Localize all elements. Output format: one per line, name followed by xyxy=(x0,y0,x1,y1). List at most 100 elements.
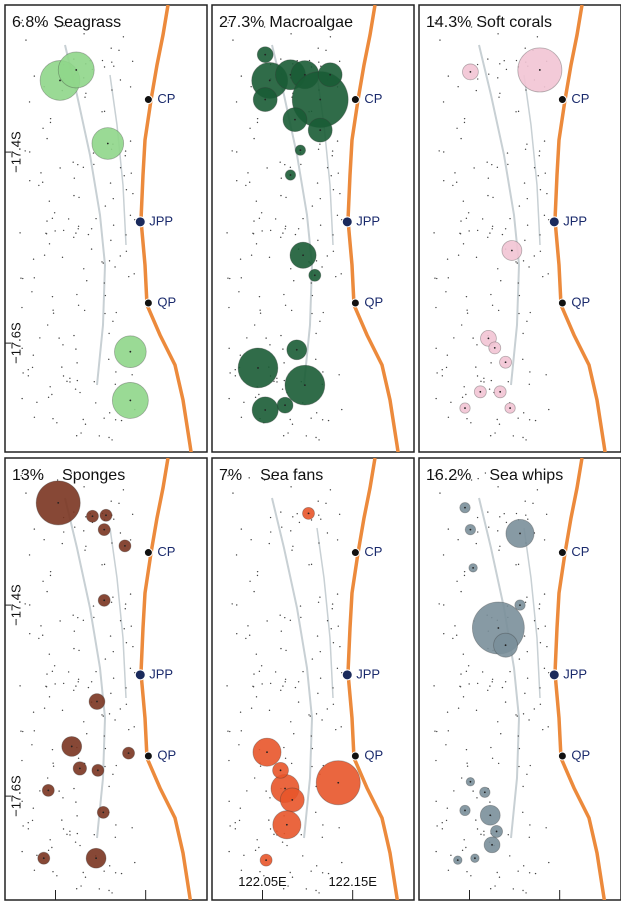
survey-site xyxy=(338,513,341,516)
survey-site xyxy=(42,580,44,583)
survey-site xyxy=(229,277,231,280)
survey-site xyxy=(434,730,436,732)
survey-site xyxy=(63,477,65,480)
survey-site xyxy=(311,205,314,207)
survey-site xyxy=(247,172,249,174)
survey-site xyxy=(104,658,107,660)
survey-site xyxy=(235,101,238,103)
survey-site xyxy=(487,194,489,197)
survey-site xyxy=(112,773,114,776)
survey-site xyxy=(330,175,332,177)
survey-site xyxy=(109,635,112,637)
survey-site xyxy=(270,531,272,533)
survey-site xyxy=(539,234,541,236)
survey-site xyxy=(463,574,466,577)
survey-site xyxy=(40,625,42,627)
survey-site xyxy=(462,653,465,655)
site-marker xyxy=(341,669,353,681)
bubble-center xyxy=(509,407,511,409)
panel-frame xyxy=(211,457,415,901)
survey-site xyxy=(256,570,259,573)
survey-site xyxy=(441,369,443,371)
survey-site xyxy=(336,140,339,142)
survey-site xyxy=(538,155,540,157)
survey-site xyxy=(494,885,496,887)
survey-site xyxy=(51,393,53,396)
survey-site xyxy=(529,764,531,767)
survey-site xyxy=(98,888,101,890)
survey-site xyxy=(494,432,496,434)
survey-site xyxy=(36,854,38,857)
survey-site xyxy=(498,423,501,425)
bubble-center xyxy=(295,348,298,351)
survey-site xyxy=(108,713,111,715)
survey-site xyxy=(80,885,82,887)
survey-site xyxy=(283,379,286,382)
survey-site xyxy=(543,214,546,217)
survey-site xyxy=(330,628,332,630)
survey-site xyxy=(310,417,312,419)
survey-site xyxy=(46,137,48,140)
survey-site xyxy=(133,273,135,275)
survey-site xyxy=(476,63,479,66)
survey-site xyxy=(92,152,95,154)
survey-site xyxy=(528,383,531,385)
survey-site xyxy=(77,228,79,230)
survey-site xyxy=(456,127,458,130)
survey-site xyxy=(90,248,93,250)
survey-site xyxy=(490,362,492,364)
survey-site xyxy=(483,830,485,832)
taxon-name: Seagrass xyxy=(53,14,121,31)
survey-site xyxy=(101,564,103,566)
taxon-name: Sea fans xyxy=(260,467,323,484)
survey-site xyxy=(452,637,454,640)
survey-site xyxy=(21,347,23,350)
bubble-center xyxy=(469,70,472,73)
survey-site xyxy=(496,871,498,874)
survey-site xyxy=(470,479,473,481)
survey-site xyxy=(32,354,35,356)
survey-site xyxy=(108,865,111,867)
survey-site xyxy=(435,397,437,400)
survey-site xyxy=(434,475,436,477)
survey-site xyxy=(276,377,278,379)
survey-site xyxy=(261,230,263,232)
survey-site xyxy=(101,714,103,716)
survey-site xyxy=(120,872,123,875)
survey-site xyxy=(455,634,458,636)
survey-site xyxy=(51,295,54,298)
survey-site xyxy=(38,637,40,640)
survey-site xyxy=(441,828,444,830)
survey-site xyxy=(461,849,464,852)
survey-site xyxy=(460,220,462,222)
survey-site xyxy=(266,620,268,622)
survey-site xyxy=(228,347,230,350)
survey-site xyxy=(453,337,455,339)
survey-site xyxy=(542,728,544,731)
survey-site xyxy=(29,180,31,182)
cover-percent: 13% xyxy=(12,467,44,484)
survey-site xyxy=(86,733,88,735)
survey-site xyxy=(51,217,54,220)
survey-site xyxy=(443,604,445,606)
survey-site xyxy=(238,291,240,293)
survey-site xyxy=(457,254,460,256)
survey-site xyxy=(522,785,524,788)
survey-site xyxy=(289,418,291,421)
survey-site xyxy=(103,870,105,872)
survey-site xyxy=(545,827,547,829)
survey-site xyxy=(545,374,547,376)
site-marker xyxy=(557,95,567,105)
survey-site xyxy=(318,542,320,544)
survey-site xyxy=(318,61,320,63)
survey-site xyxy=(33,528,36,530)
survey-site xyxy=(72,614,74,616)
survey-site xyxy=(61,542,63,545)
bubble-center xyxy=(319,98,322,101)
survey-site xyxy=(475,709,478,712)
cover-percent: 6.8% xyxy=(12,14,48,31)
bubble-center xyxy=(96,700,98,703)
survey-site xyxy=(497,77,499,79)
survey-site xyxy=(114,836,117,838)
survey-site xyxy=(477,24,479,27)
